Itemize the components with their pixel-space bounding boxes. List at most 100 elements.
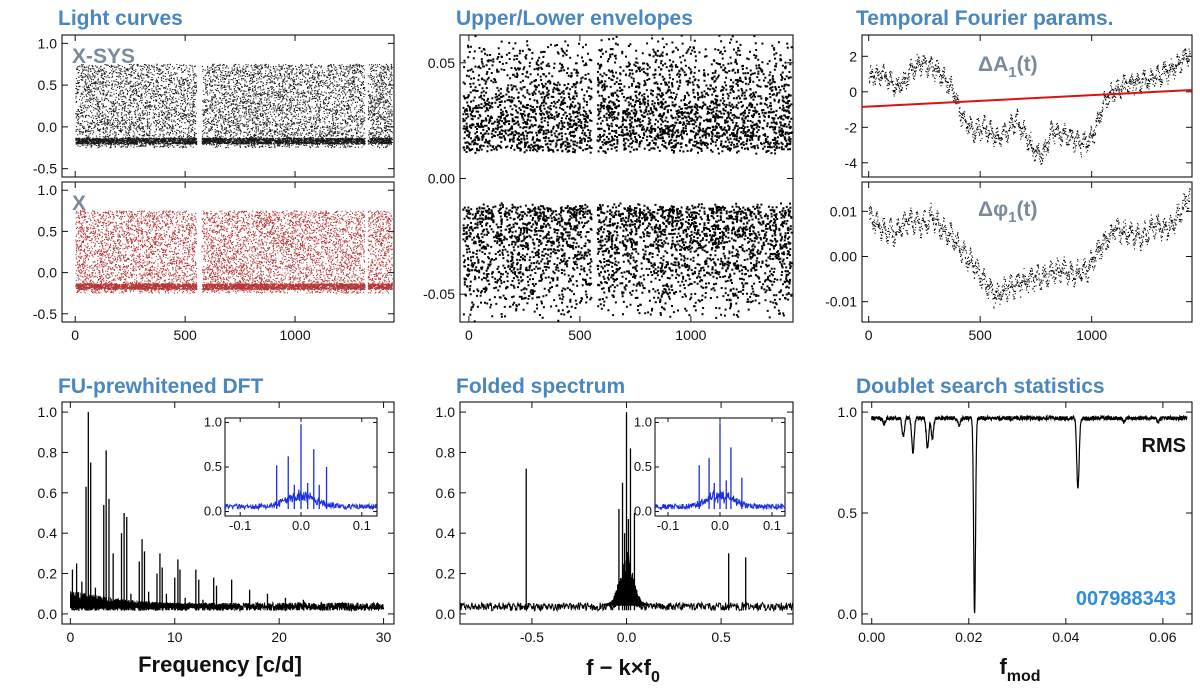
panel-folded: -0.5 0.0 0.5 0.0 0.2 0.4 0.6 0.8 1.0 — [436, 401, 794, 645]
xlabel-fmod: fmod — [999, 654, 1040, 685]
x-tick-label: 0 — [66, 629, 74, 645]
label-delta-phi1: Δφ1(t) — [978, 198, 1037, 226]
xlabel-folded: f − k×f0 — [586, 655, 660, 686]
label-delta-a1: ΔA1(t) — [978, 53, 1038, 81]
x-tick-label: 0.02 — [955, 629, 982, 645]
label-kic-id: 007988343 — [1076, 588, 1176, 610]
y-tick-label: -0.05 — [423, 286, 455, 302]
x-tick-label: 0.04 — [1052, 629, 1079, 645]
envelope-points — [462, 35, 793, 322]
x-tick-label: 0.5 — [711, 629, 731, 645]
label-delta-a1-arg: (t) — [1017, 53, 1038, 76]
y-tick-label: 1.0 — [634, 414, 652, 429]
y-tick-label: 0.5 — [634, 459, 652, 474]
y-tick-label: -0.5 — [33, 161, 57, 177]
lc-xsys-points — [75, 63, 393, 149]
y-tick-label: 1.0 — [38, 182, 58, 198]
y-tick-label: 0.0 — [838, 606, 858, 622]
y-tick-label: -4 — [845, 155, 858, 171]
panel-title-envelopes: Upper/Lower envelopes — [456, 7, 693, 30]
label-x-sys: X-SYS — [72, 45, 135, 68]
x-tick-label: 1000 — [675, 327, 706, 343]
x-tick-label: 0.0 — [292, 518, 310, 533]
x-tick-label: 500 — [568, 327, 592, 343]
panel-lc-xsys: -0.5 0.0 0.5 1.0 — [33, 34, 395, 178]
x-tick-label: 0.06 — [1149, 629, 1176, 645]
y-tick-label: 0.5 — [838, 505, 858, 521]
x-tick-label: 20 — [271, 629, 287, 645]
delta-a1-points — [868, 48, 1191, 165]
y-tick-label: 0.0 — [38, 265, 58, 281]
x-tick-label: 10 — [167, 629, 183, 645]
y-tick-label: 0.4 — [38, 525, 58, 541]
label-rms: RMS — [1142, 435, 1186, 457]
x-tick-label: -0.1 — [657, 518, 679, 533]
x-tick-label: 500 — [968, 327, 992, 343]
panel-doublet: 0.00 0.02 0.04 0.06 0.0 0.5 1.0 — [838, 401, 1193, 645]
y-tick-label: 0.5 — [204, 459, 222, 474]
y-tick-label: 0.4 — [436, 525, 456, 541]
y-tick-label: 1.0 — [204, 414, 222, 429]
y-tick-label: 0.00 — [428, 171, 455, 187]
panel-dft-inset: -0.1 0.0 0.1 0.0 0.5 1.0 — [204, 414, 378, 533]
xlabel-fmod-main: f — [999, 654, 1007, 679]
y-tick-label: 1.0 — [838, 404, 858, 420]
y-tick-label: 2 — [849, 48, 857, 64]
y-tick-label: 0 — [849, 84, 857, 100]
panel-dft: 0 10 20 30 0.0 0.2 0.4 0.6 0.8 1.0 — [38, 401, 395, 645]
panel-title-folded: Folded spectrum — [456, 375, 625, 398]
panel-lc-x: 0 500 1000 -0.5 0.0 0.5 1.0 — [33, 181, 395, 343]
y-tick-label: 0.0 — [634, 504, 652, 519]
plot-frame — [61, 34, 395, 178]
folded-central-bump — [603, 555, 650, 606]
panel-title-fourier-params: Temporal Fourier params. — [856, 7, 1114, 30]
panel-delta-a1: -4 -2 0 2 — [845, 34, 1193, 178]
y-tick-label: 0.00 — [830, 249, 857, 265]
x-tick-label: 0 — [71, 327, 79, 343]
plot-frame — [61, 401, 395, 625]
lc-x-points — [75, 210, 393, 294]
label-delta-phi1-sub: 1 — [1008, 209, 1016, 226]
y-tick-label: 0.5 — [38, 77, 58, 93]
xlabel-frequency: Frequency [c/d] — [138, 652, 302, 677]
y-tick-label: 0.01 — [830, 203, 857, 219]
label-delta-phi1-arg: (t) — [1016, 198, 1037, 221]
x-tick-label: 0.1 — [763, 518, 781, 533]
panel-delta-phi1: 0 500 1000 -0.01 0.00 0.01 — [825, 181, 1193, 343]
panel-folded-inset: -0.1 0.0 0.1 0.0 0.5 1.0 — [634, 414, 786, 533]
x-tick-label: 30 — [376, 629, 392, 645]
plot-frame — [861, 181, 1193, 323]
y-tick-label: 0.0 — [436, 606, 456, 622]
panel-envelopes: 0 500 1000 -0.05 0.00 0.05 — [423, 34, 794, 343]
linear-fit-line — [861, 89, 1193, 108]
y-tick-label: 0.6 — [436, 485, 456, 501]
y-tick-label: 0.0 — [38, 119, 58, 135]
y-tick-label: 0.2 — [436, 566, 456, 582]
y-tick-label: 0.6 — [38, 485, 58, 501]
panel-title-dft: FU-prewhitened DFT — [58, 375, 263, 398]
x-tick-label: 0.0 — [617, 629, 637, 645]
x-tick-label: 0.1 — [353, 518, 371, 533]
y-tick-label: -0.01 — [825, 294, 857, 310]
y-tick-label: -0.5 — [33, 306, 57, 322]
label-delta-a1-sub: 1 — [1008, 64, 1016, 81]
xlabel-fmod-sub: mod — [1007, 668, 1041, 685]
xlabel-folded-sub: 0 — [651, 669, 660, 686]
x-tick-label: 500 — [173, 327, 197, 343]
label-delta-a1-main: ΔA — [978, 53, 1008, 76]
panel-title-light-curves: Light curves — [58, 7, 183, 30]
x-tick-label: 0.0 — [711, 518, 729, 533]
y-tick-label: 0.0 — [38, 606, 58, 622]
xlabel-folded-main: f − k×f — [586, 655, 651, 680]
y-tick-label: 0.05 — [428, 55, 455, 71]
y-tick-label: 0.0 — [204, 504, 222, 519]
x-tick-label: 1000 — [1076, 327, 1107, 343]
rms-curve — [871, 413, 1188, 614]
x-tick-label: 0 — [865, 327, 873, 343]
y-tick-label: 1.0 — [38, 35, 58, 51]
label-delta-phi1-main: Δφ — [978, 198, 1008, 221]
y-tick-label: 0.5 — [38, 223, 58, 239]
x-tick-label: -0.5 — [520, 629, 544, 645]
x-tick-label: -0.1 — [229, 518, 251, 533]
